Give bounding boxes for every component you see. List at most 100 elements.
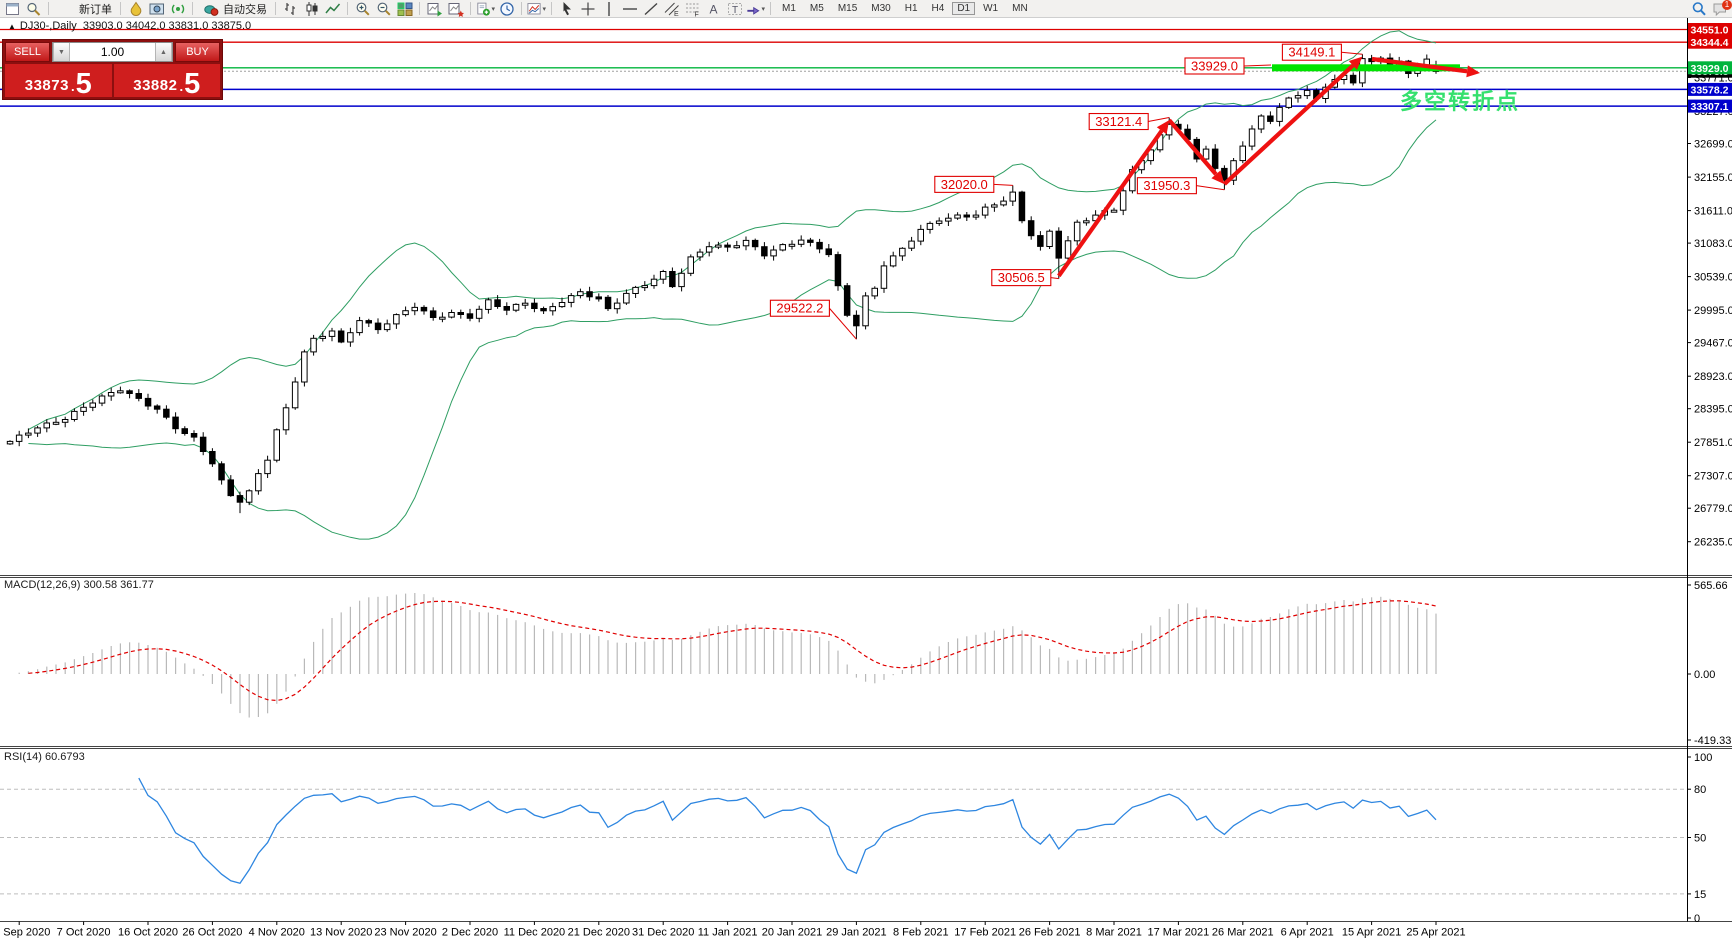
text-icon[interactable]: A [704, 1, 723, 17]
dropdown-caret-icon[interactable]: ▾ [491, 5, 495, 13]
new-chart-icon[interactable]: ▾ [476, 1, 495, 17]
price-axis[interactable]: 34315.033771.033227.032699.032155.031611… [1687, 23, 1732, 549]
timeframe-m15[interactable]: M15 [837, 3, 858, 14]
fibonacci-icon[interactable]: F [683, 1, 702, 17]
svg-text:29522.2: 29522.2 [776, 301, 823, 316]
svg-text:33578.2: 33578.2 [1691, 84, 1729, 96]
sell-button[interactable]: SELL [5, 42, 50, 62]
timeframe-w1[interactable]: W1 [983, 3, 999, 14]
timeframe-m30[interactable]: M30 [871, 3, 891, 14]
volume-down-button[interactable]: ▼ [53, 43, 70, 61]
text-label-icon[interactable]: T [725, 1, 744, 17]
svg-text:28 Sep 2020: 28 Sep 2020 [0, 927, 50, 939]
svg-text:28923.0: 28923.0 [1694, 371, 1732, 383]
market-watch-icon[interactable] [24, 1, 43, 17]
trendline-icon[interactable] [641, 1, 660, 17]
candles-icon[interactable] [302, 1, 321, 17]
styles-icon[interactable] [126, 1, 145, 17]
volume-up-button[interactable]: ▲ [155, 43, 172, 61]
toolbar-separator [48, 2, 49, 15]
svg-text:23 Nov 2020: 23 Nov 2020 [374, 927, 436, 939]
toolbar-separator [419, 2, 420, 15]
svg-text:8 Feb 2021: 8 Feb 2021 [893, 927, 949, 939]
cascade-icon[interactable] [446, 1, 465, 17]
window-icon[interactable] [3, 1, 22, 17]
svg-text:21 Dec 2020: 21 Dec 2020 [568, 927, 630, 939]
toolbar-separator [770, 2, 771, 15]
volume-input[interactable]: 1.00 [100, 45, 125, 59]
time-axis[interactable]: 28 Sep 2020 7 Oct 2020 16 Oct 2020 26 Oct 2… [0, 921, 1466, 939]
zoom-out-icon[interactable] [374, 1, 393, 17]
timeframe-m1[interactable]: M1 [782, 3, 796, 14]
equidistant-channel-icon[interactable]: E [662, 1, 681, 17]
shapes-icon[interactable]: ▾ [746, 1, 765, 17]
svg-text:26 Feb 2021: 26 Feb 2021 [1019, 927, 1081, 939]
svg-text:30506.5: 30506.5 [998, 270, 1045, 285]
tile-windows-icon[interactable] [395, 1, 414, 17]
notification-badge: 1 [1722, 0, 1732, 10]
notifications-icon[interactable]: 1 [1710, 0, 1732, 17]
cursor-icon[interactable] [557, 1, 576, 17]
toolbar-separator [521, 2, 522, 15]
svg-text:4 Nov 2020: 4 Nov 2020 [249, 927, 305, 939]
autotrading-icon [201, 1, 220, 17]
svg-text:565.66: 565.66 [1694, 580, 1728, 592]
new-order-icon [57, 1, 76, 17]
sell-price-tile[interactable]: 33873. 5 [5, 64, 112, 98]
signal-icon[interactable] [168, 1, 187, 17]
period-icon[interactable] [497, 1, 516, 17]
svg-text:31611.0: 31611.0 [1694, 206, 1732, 218]
timeframe-h4[interactable]: H4 [931, 3, 945, 14]
hline-icon[interactable] [620, 1, 639, 17]
buy-button[interactable]: BUY [175, 42, 220, 62]
dropdown-caret-icon[interactable]: ▾ [761, 5, 765, 13]
buy-price-tile[interactable]: 33882. 5 [113, 64, 220, 98]
svg-text:2 Dec 2020: 2 Dec 2020 [442, 927, 498, 939]
crosshair-icon[interactable] [578, 1, 597, 17]
svg-text:32699.0: 32699.0 [1694, 139, 1732, 151]
search-icon[interactable] [1689, 1, 1708, 17]
bars-icon[interactable] [281, 1, 300, 17]
svg-text:29467.0: 29467.0 [1694, 338, 1732, 350]
new-order-button[interactable]: 新订单 [54, 1, 115, 17]
svg-text:13 Nov 2020: 13 Nov 2020 [310, 927, 372, 939]
zoom-in-icon[interactable] [353, 1, 372, 17]
panel-separators[interactable] [0, 18, 1732, 922]
timeframe-m5[interactable]: M5 [809, 3, 824, 14]
svg-text:32155.0: 32155.0 [1694, 172, 1732, 184]
trend-arrows[interactable] [1057, 56, 1480, 278]
svg-text:31 Dec 2020: 31 Dec 2020 [632, 927, 694, 939]
svg-text:27307.0: 27307.0 [1694, 471, 1732, 483]
timeframe-h1[interactable]: H1 [904, 3, 918, 14]
collapse-panel-icon[interactable]: ▲ [8, 22, 16, 31]
rsi-panel: 100 80 50 15 0 [0, 752, 1712, 925]
svg-text:80: 80 [1694, 784, 1706, 796]
auto-arrange-icon[interactable] [425, 1, 444, 17]
line-chart-icon[interactable] [323, 1, 342, 17]
svg-text:33307.1: 33307.1 [1691, 101, 1729, 113]
svg-text:17 Mar 2021: 17 Mar 2021 [1148, 927, 1210, 939]
timeframe-mn[interactable]: MN [1012, 3, 1028, 14]
svg-text:26779.0: 26779.0 [1694, 503, 1732, 515]
macd-label: MACD(12,26,9) 300.58 361.77 [4, 579, 154, 591]
svg-text:0.00: 0.00 [1694, 669, 1715, 681]
resistance-highlight-band[interactable] [1272, 64, 1460, 72]
svg-text:26 Mar 2021: 26 Mar 2021 [1212, 927, 1274, 939]
svg-text:25 Apr 2021: 25 Apr 2021 [1406, 927, 1465, 939]
symbol-period-label: DJ30-,Daily [19, 20, 77, 32]
toolbar-separator [551, 2, 552, 15]
price-annotations[interactable]: 34149.1 33929.0 33121.4 31950.3 32020.0 30506… [769, 43, 1363, 340]
chart-title: ▲ DJ30-,Daily 33903.0 34042.0 33831.0 338… [8, 20, 251, 32]
toolbar-separator [275, 2, 276, 15]
bollinger-bands [28, 30, 1437, 540]
svg-text:26235.0: 26235.0 [1694, 537, 1732, 549]
indicators-icon[interactable]: ▾ [527, 1, 546, 17]
vline-icon[interactable] [599, 1, 618, 17]
autotrading-button[interactable]: 自动交易 [198, 1, 270, 17]
screenshot-icon[interactable] [147, 1, 166, 17]
dropdown-caret-icon[interactable]: ▾ [542, 5, 546, 13]
svg-text:28395.0: 28395.0 [1694, 404, 1732, 416]
timeframe-d1[interactable]: D1 [952, 2, 976, 15]
toolbar-separator [120, 2, 121, 15]
